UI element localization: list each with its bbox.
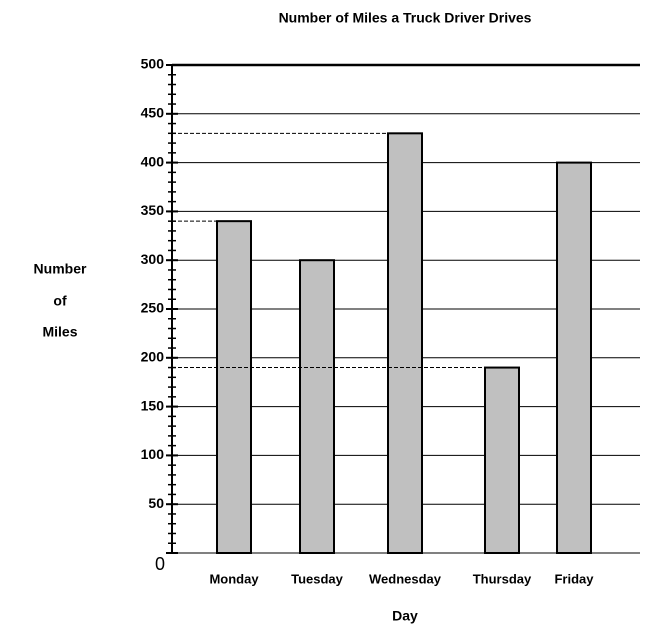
y-axis-label: Number — [34, 261, 87, 277]
bar — [216, 220, 252, 554]
y-axis-label: of — [53, 293, 67, 309]
x-axis-label: Day — [392, 608, 418, 624]
y-tick-label: 500 — [141, 56, 165, 72]
y-tick-label: 50 — [148, 495, 164, 511]
y-axis-label: Miles — [42, 324, 77, 340]
y-tick-label: 100 — [141, 446, 165, 462]
x-tick-label: Wednesday — [369, 571, 442, 586]
y-tick-label: 450 — [141, 105, 165, 121]
y-tick-label: 150 — [141, 397, 165, 413]
bar — [387, 132, 423, 554]
bar — [484, 366, 520, 554]
bar — [299, 259, 335, 554]
x-tick-label: Monday — [209, 571, 259, 586]
x-tick-label: Thursday — [473, 571, 532, 586]
y-tick-label: 400 — [141, 153, 165, 169]
x-tick-label: Friday — [554, 571, 594, 586]
y-tick-label: 250 — [141, 300, 165, 316]
y-tick-label: 300 — [141, 251, 165, 267]
y-tick-label: 200 — [141, 349, 165, 365]
y-tick-label: 350 — [141, 202, 165, 218]
chart-title: Number of Miles a Truck Driver Drives — [279, 10, 532, 26]
bar — [556, 161, 592, 554]
x-tick-label: Tuesday — [291, 571, 344, 586]
y-tick-label: 0 — [155, 554, 165, 574]
